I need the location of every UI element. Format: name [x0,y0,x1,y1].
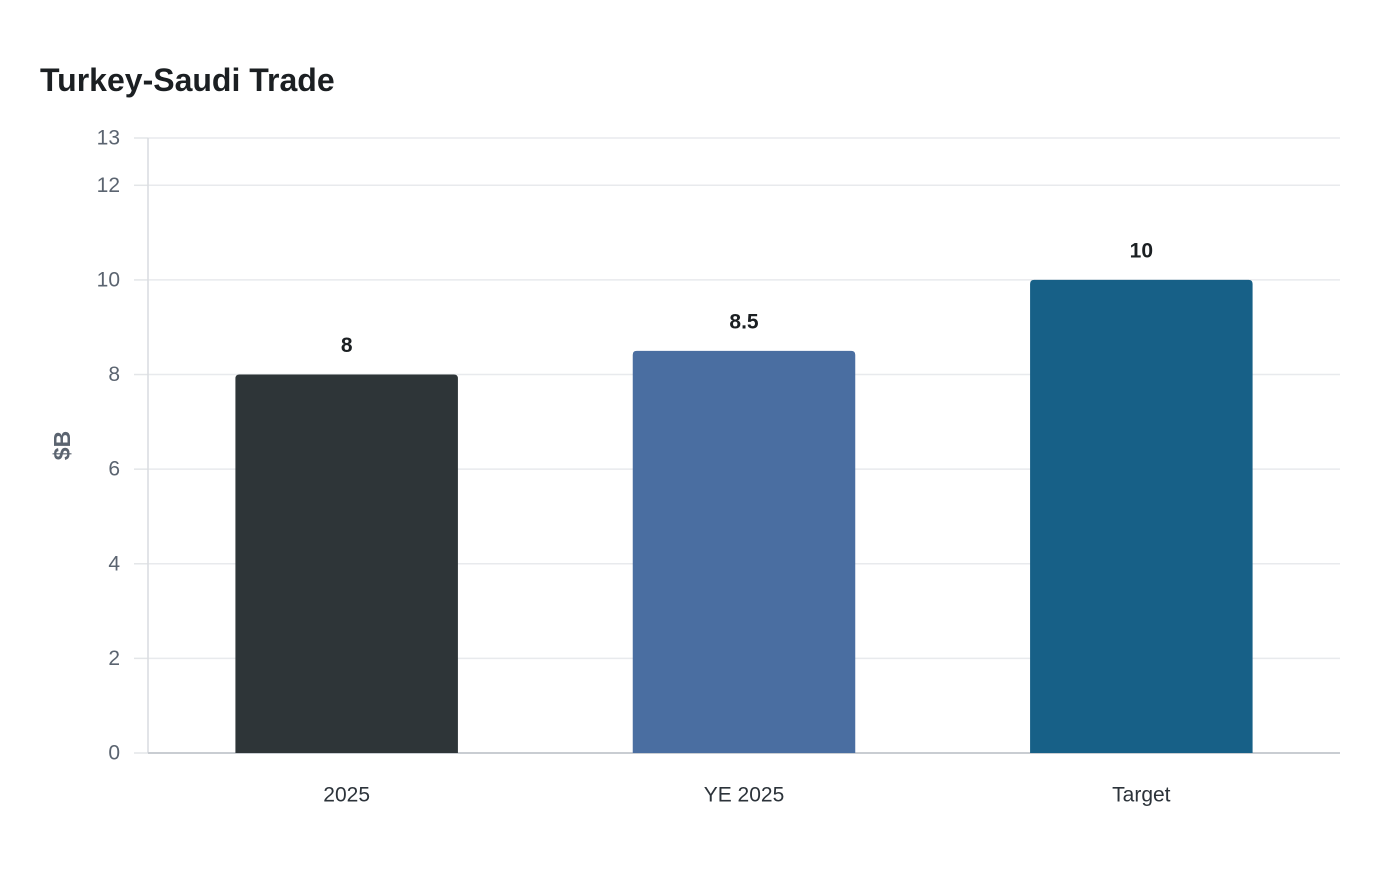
data-labels: 8 8.5 10 [341,239,1153,357]
y-tick-label: 8 [108,363,120,386]
y-tick-label: 12 [97,174,120,197]
x-tick-label: Target [1112,784,1171,807]
y-tick-label: 4 [108,552,120,575]
data-label: 8.5 [729,310,759,333]
bar-target [1030,279,1253,753]
y-axis-title: $B [49,431,75,460]
y-tick-labels: 0 2 4 6 8 10 12 13 [97,127,121,765]
y-tick-label: 2 [108,647,120,670]
x-tick-label: 2025 [323,784,370,807]
x-tick-labels: 2025 YE 2025 Target [323,784,1170,807]
y-tick-label: 10 [97,268,120,291]
bar-2025 [235,374,458,753]
bar-ye-2025 [632,350,856,753]
chart-title: Turkey-Saudi Trade [40,62,335,98]
y-tick-label: 6 [108,458,120,481]
data-label: 10 [1130,239,1153,262]
bars [235,279,1253,753]
x-tick-label: YE 2025 [704,784,785,807]
y-tick-label: 13 [97,127,120,150]
data-label: 8 [341,334,353,357]
y-tick-label: 0 [108,742,120,765]
